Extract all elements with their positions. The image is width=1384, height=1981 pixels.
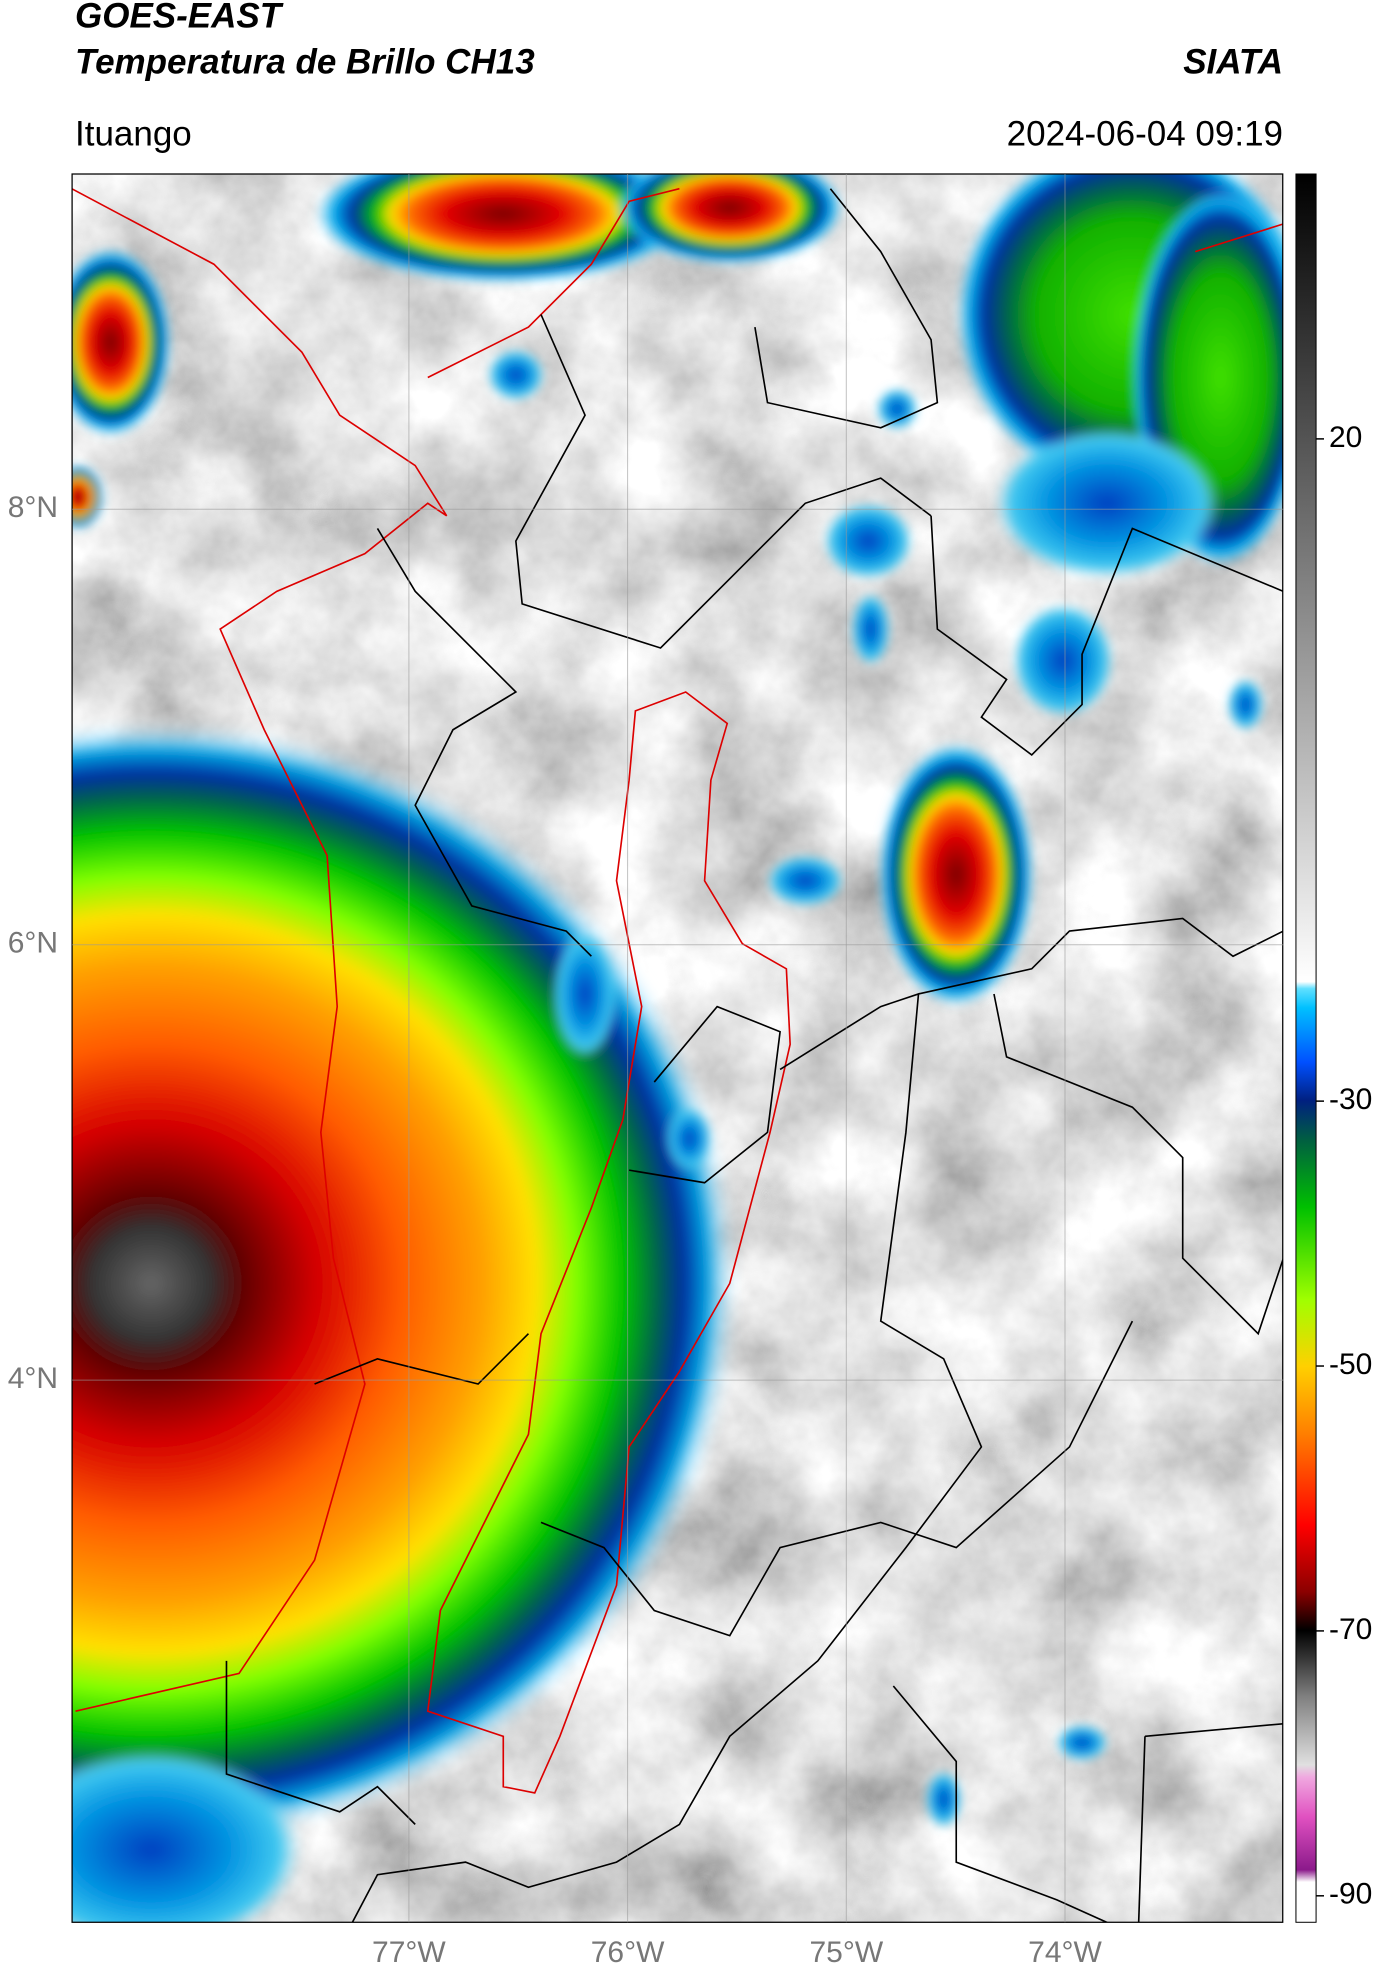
x-tick-label: 75°W [809, 1936, 883, 1969]
y-tick-label: 6°N [8, 927, 58, 960]
location: Ituango [75, 114, 192, 153]
map-frame [71, 173, 1284, 1923]
subtitle: Temperatura de Brillo CH13 [75, 42, 535, 81]
borders [72, 187, 1283, 1923]
colorbar-label: -70 [1329, 1613, 1372, 1646]
colorbar-label: -30 [1329, 1083, 1372, 1116]
colorbar [1295, 173, 1317, 1923]
brand: SIATA [1183, 42, 1283, 81]
x-tick-label: 76°W [591, 1936, 665, 1969]
colorbar-label: 20 [1329, 421, 1362, 454]
colorbar-label: -50 [1329, 1348, 1372, 1381]
x-tick-label: 74°W [1028, 1936, 1102, 1969]
y-tick-label: 4°N [8, 1362, 58, 1395]
title: GOES-EAST [75, 0, 284, 35]
convective-cells [72, 174, 1283, 1923]
colorbar-label: -90 [1329, 1878, 1372, 1911]
datetime: 2024-06-04 09:19 [1007, 114, 1283, 153]
map-imagery [71, 173, 1317, 1923]
x-tick-label: 77°W [372, 1936, 446, 1969]
y-tick-label: 8°N [8, 491, 58, 524]
